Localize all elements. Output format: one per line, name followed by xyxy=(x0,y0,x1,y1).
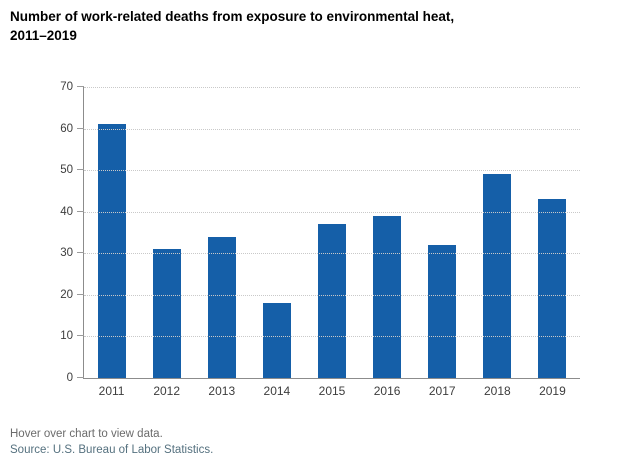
y-tick-label-10: 10 xyxy=(60,330,73,343)
y-tick-mark-70 xyxy=(77,86,84,87)
y-tick-label-60: 60 xyxy=(60,122,73,135)
source-note: Source: U.S. Bureau of Labor Statistics. xyxy=(10,444,214,456)
y-tick-mark-0 xyxy=(77,377,84,378)
x-label-2011: 2011 xyxy=(98,384,125,398)
bar-slot-2016 xyxy=(360,87,415,378)
y-tick-mark-50 xyxy=(77,169,84,171)
y-tick-mark-30 xyxy=(77,252,84,254)
gridline-50 xyxy=(84,170,580,172)
y-tick-mark-10 xyxy=(77,335,84,337)
gridline-40 xyxy=(84,211,580,213)
gridline-20 xyxy=(84,294,580,296)
bar-slot-2014 xyxy=(249,87,304,378)
chart-title-line-2: 2011–2019 xyxy=(10,27,77,43)
bar-slot-2019 xyxy=(525,87,580,378)
bar-2014[interactable] xyxy=(262,303,291,378)
y-tick-mark-20 xyxy=(77,293,84,295)
bar-2012[interactable] xyxy=(152,249,181,378)
bar-slot-2011 xyxy=(84,87,139,378)
bar-slot-2017 xyxy=(415,87,470,378)
x-label-2019: 2019 xyxy=(539,384,566,398)
x-label-2015: 2015 xyxy=(318,384,346,398)
y-tick-mark-40 xyxy=(77,210,84,212)
bar-2017[interactable] xyxy=(428,244,457,378)
y-tick-label-50: 50 xyxy=(60,164,73,177)
hover-note: Hover over chart to view data. xyxy=(10,428,163,440)
x-axis-labels: 2011 2012 2013 2014 2015 2016 2017 2018 2019 xyxy=(84,384,580,398)
chart-title-line-1: Number of work-related deaths from expos… xyxy=(10,9,455,24)
gridline-30 xyxy=(84,253,580,255)
bar-2013[interactable] xyxy=(207,236,236,378)
gridline-60 xyxy=(84,128,580,130)
x-label-2012: 2012 xyxy=(153,384,181,398)
bar-2015[interactable] xyxy=(317,224,346,378)
bar-2016[interactable] xyxy=(373,215,402,378)
gridline-10 xyxy=(84,336,580,338)
y-tick-label-0: 0 xyxy=(66,372,73,384)
y-tick-mark-60 xyxy=(77,127,84,129)
x-label-2018: 2018 xyxy=(483,384,511,398)
x-label-2016: 2016 xyxy=(373,384,401,398)
plot-area: 2011 2012 2013 2014 2015 2016 2017 2018 2019 0 10… xyxy=(60,81,580,398)
bar-2011[interactable] xyxy=(97,124,126,378)
bar-slot-2013 xyxy=(194,87,249,378)
x-label-2014: 2014 xyxy=(263,384,291,398)
bar-2018[interactable] xyxy=(483,174,512,378)
y-tick-label-20: 20 xyxy=(60,288,73,301)
gridline-70 xyxy=(84,87,580,88)
bar-2019[interactable] xyxy=(538,199,567,378)
bar-slot-2018 xyxy=(470,87,525,378)
bar-slot-2012 xyxy=(139,87,194,378)
y-tick-label-30: 30 xyxy=(60,247,73,260)
x-label-2013: 2013 xyxy=(208,384,236,398)
y-tick-label-70: 70 xyxy=(60,81,73,93)
chart-title: Number of work-related deaths from expos… xyxy=(10,8,570,46)
x-label-2017: 2017 xyxy=(428,384,456,398)
bar-slot-2015 xyxy=(304,87,359,378)
chart-footer: Hover over chart to view data. Source: U… xyxy=(10,426,213,458)
y-tick-label-40: 40 xyxy=(60,205,73,218)
bars-row xyxy=(84,87,580,378)
